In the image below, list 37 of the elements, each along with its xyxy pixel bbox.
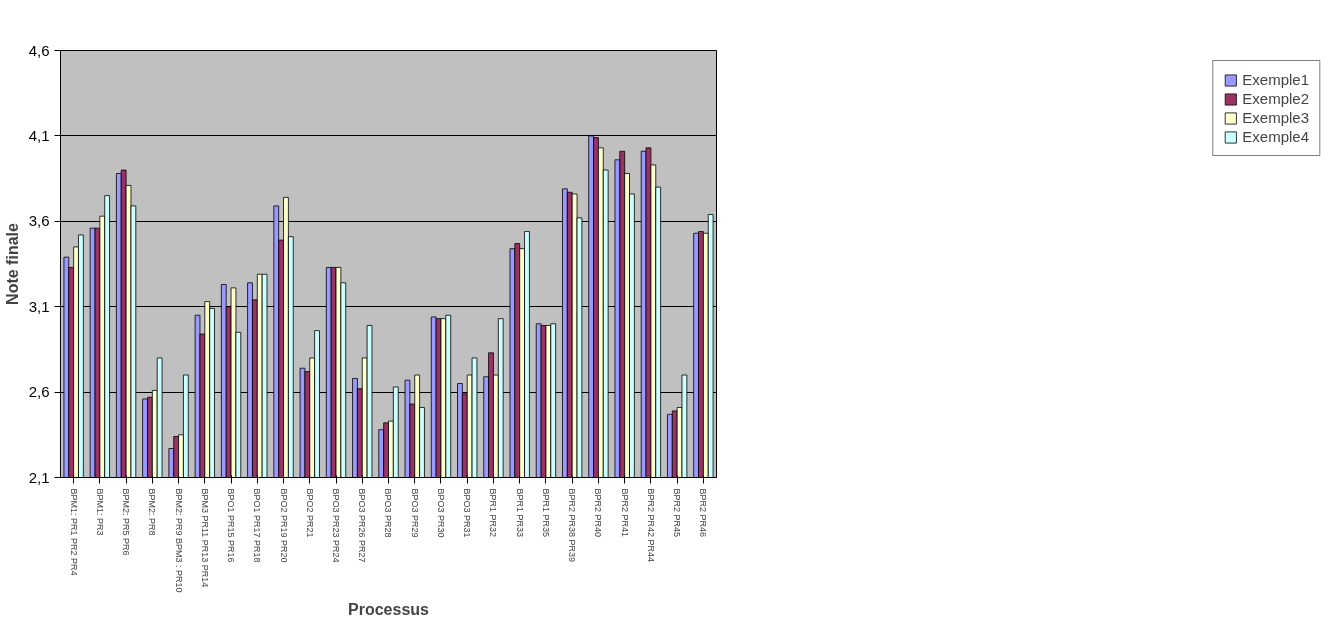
x-tick-label: BPR2 PR41 <box>619 488 630 538</box>
x-tick-label: BPR2 PR42 PR44 <box>645 488 656 563</box>
x-tick-label: BPR1 PR32 <box>488 488 499 538</box>
x-tick-label: BPR2 PR38 PR39 <box>567 488 578 563</box>
x-tick-label: BPO3 PR23 PR24 <box>331 488 342 563</box>
y-tick-label: 2,1 <box>28 468 50 486</box>
x-tick-label: BPM2: PR8 <box>147 488 158 536</box>
y-tick-label: 2,6 <box>28 383 50 401</box>
x-tick-label: BPM1: PR1 PR2 PR4 <box>68 488 79 576</box>
x-tick-label: BPO1 PR17 PR18 <box>252 488 263 563</box>
x-tick-label: BPM3 PR11 PR13 PR14 <box>199 488 210 588</box>
x-tick-label: BPR2 PR45 <box>672 488 683 538</box>
x-tick-label: BPM2: PR5 PR6 <box>121 488 132 556</box>
x-tick-label: BPO3 PR30 <box>435 488 446 538</box>
x-tick-label: BPO3 PR28 <box>383 488 394 538</box>
x-tick-label: BPO3 PR26 PR27 <box>357 488 368 563</box>
y-tick-label: 4,1 <box>28 126 50 144</box>
legend-label: Exemple2 <box>1242 90 1309 107</box>
x-tick-label: BPR1 PR33 <box>514 488 525 538</box>
x-axis-title: Processus <box>348 600 430 618</box>
x-tick-label: BPR1 PR35 <box>540 488 551 538</box>
y-axis-title: Note finale <box>3 223 21 305</box>
legend-label: Exemple3 <box>1242 109 1309 126</box>
y-tick-label: 4,6 <box>28 41 50 59</box>
x-tick-label: BPO2 PR21 <box>304 488 315 538</box>
legend-label: Exemple4 <box>1242 128 1309 145</box>
x-tick-label: BPM1: PR3 <box>94 488 105 536</box>
x-tick-label: BPO3 PR29 <box>409 488 420 538</box>
x-tick-label: BPO3 PR31 <box>462 488 473 538</box>
x-tick-label: BPR2 PR46 <box>698 488 709 538</box>
x-tick-label: BPO2 PR19 PR20 <box>278 488 289 563</box>
x-tick-label: BPO1 PR15 PR16 <box>226 488 237 563</box>
x-tick-label: BPM2: PR9 BPM3 : PR10 <box>173 488 184 593</box>
x-tick-label: BPR2 PR40 <box>593 488 604 538</box>
y-tick-label: 3,6 <box>28 212 50 230</box>
y-tick-label: 3,1 <box>28 297 50 315</box>
legend-label: Exemple1 <box>1242 71 1309 88</box>
